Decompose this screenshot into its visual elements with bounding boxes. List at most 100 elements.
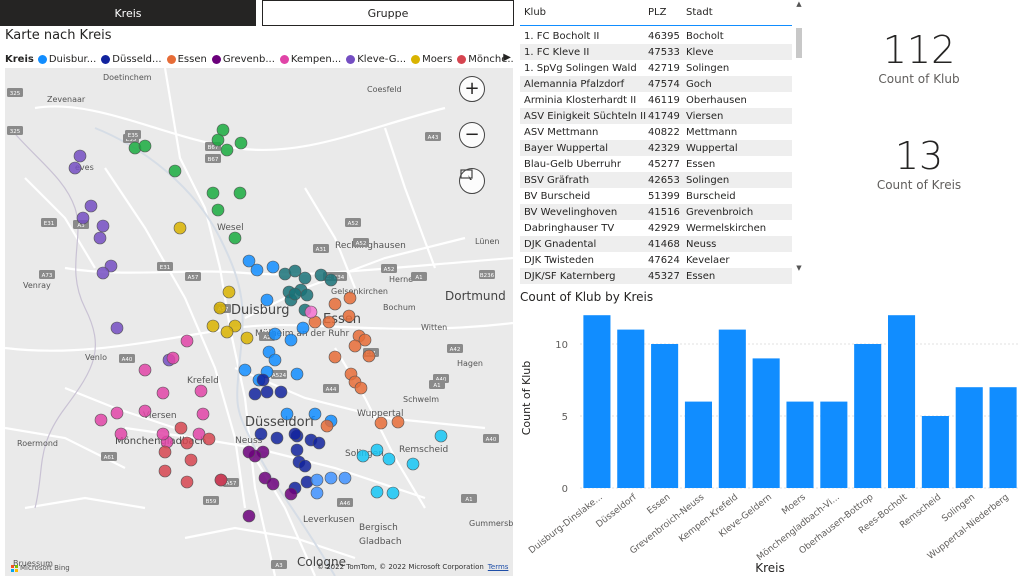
column-header-stadt[interactable]: Stadt — [686, 7, 713, 18]
table-row[interactable]: Alemannia Pfalzdorf 47574 Goch — [520, 76, 792, 92]
table-row[interactable]: ASV Einigkeit Süchteln II 41749 Viersen — [520, 108, 792, 124]
table-row[interactable]: DJK/SF Katernberg 45327 Essen — [520, 268, 792, 284]
club-table[interactable]: Klub PLZ Stadt 1. FC Bocholt II 46395 Boch… — [520, 0, 804, 284]
road-shield-label: A42 — [450, 347, 461, 353]
table-row[interactable]: 1. SpVg Solingen Wald 42719 Solingen — [520, 60, 792, 76]
bar[interactable] — [921, 416, 949, 488]
terms-link[interactable]: Terms — [487, 563, 509, 571]
table-row[interactable]: 1. FC Bocholt II 46395 Bocholt — [520, 28, 792, 44]
road-shield-label: E31 — [44, 221, 54, 227]
bar[interactable] — [989, 387, 1017, 488]
scroll-up-icon[interactable]: ▲ — [796, 0, 802, 8]
club-marker — [114, 427, 128, 441]
map-place-label: Mönchengladbach — [115, 436, 206, 447]
card-label: Count of Klub — [878, 72, 960, 86]
table-cell: Neuss — [686, 238, 717, 250]
bar[interactable] — [583, 315, 611, 488]
legend-item[interactable]: Moers — [411, 54, 452, 65]
bing-logo: Microsoft Bing — [11, 564, 70, 572]
map-road — [304, 187, 357, 289]
legend-item[interactable]: Kleve-G... — [346, 54, 406, 65]
club-marker — [354, 381, 368, 395]
table-row[interactable]: BV Burscheid 51399 Burscheid — [520, 188, 792, 204]
table-row[interactable]: Arminia Klosterhardt II 46119 Oberhausen — [520, 92, 792, 108]
road-shield-icon — [447, 344, 463, 353]
map-place-label: eves — [75, 163, 94, 172]
legend-dot-icon — [346, 54, 356, 64]
table-row[interactable]: Bayer Wuppertal 42329 Wuppertal — [520, 140, 792, 156]
card-value: 112 — [882, 28, 956, 72]
legend-item[interactable]: Duisbur... — [37, 53, 97, 65]
table-cell: Wuppertal — [686, 142, 738, 154]
y-tick-label: 5 — [562, 412, 568, 423]
bar[interactable] — [820, 401, 848, 488]
tab-bar: Kreis Gruppe — [0, 0, 514, 28]
bar[interactable] — [617, 329, 645, 488]
map-canvas[interactable]: Doetinchem Zevenaar Coesfeld Wesel Recklingh… — [5, 68, 513, 576]
bar[interactable] — [955, 387, 983, 488]
tab-kreis[interactable]: Kreis — [0, 0, 256, 26]
map-place-label: Leverkusen — [303, 515, 355, 525]
table-cell: 42719 — [648, 62, 680, 74]
map-road — [163, 68, 277, 576]
column-header-plz[interactable]: PLZ — [648, 7, 667, 18]
table-row[interactable]: Dabringhauser TV 42929 Wermelskirchen — [520, 220, 792, 236]
legend-item[interactable]: Mönche... — [457, 54, 513, 65]
scroll-down-icon[interactable]: ▼ — [796, 264, 802, 272]
map-place-label: Krefeld — [187, 376, 219, 386]
club-marker — [242, 509, 256, 523]
table-cell: Viersen — [686, 110, 724, 122]
map-place-label: Doetinchem — [103, 73, 152, 82]
club-marker — [158, 445, 172, 459]
club-marker — [94, 413, 108, 427]
club-marker — [348, 339, 362, 353]
road-shield-label: E34 — [334, 275, 345, 281]
club-marker — [314, 268, 328, 282]
table-row[interactable]: Blau-Gelb Überruhr 45277 Essen — [520, 156, 792, 172]
bar[interactable] — [752, 358, 780, 488]
club-marker — [220, 143, 234, 157]
map-place-label: Dortmund — [445, 289, 506, 303]
club-marker — [173, 221, 187, 235]
club-marker — [138, 139, 152, 153]
bar[interactable] — [718, 329, 746, 488]
column-header-klub[interactable]: Klub — [524, 7, 547, 18]
club-marker — [296, 321, 310, 335]
zoom-in-button[interactable]: + — [459, 76, 485, 102]
legend-item[interactable]: Grevenb... — [211, 54, 275, 65]
club-marker — [84, 199, 98, 213]
legend-label: Duisbur... — [48, 53, 97, 65]
legend-item[interactable]: Kempen... — [279, 54, 341, 65]
select-area-button[interactable] — [459, 168, 485, 194]
legend-next-icon[interactable]: ▶ — [503, 52, 511, 63]
table-row[interactable]: 1. FC Kleve II 47533 Kleve — [520, 44, 792, 60]
table-row[interactable]: DJK Gnadental 41468 Neuss — [520, 236, 792, 252]
map-place-label: Viersen — [143, 411, 177, 421]
table-row[interactable]: BSV Gräfrath 42653 Solingen — [520, 172, 792, 188]
bar[interactable] — [786, 401, 814, 488]
legend-label: Moers — [422, 53, 453, 65]
bar[interactable] — [854, 344, 882, 488]
bar[interactable] — [888, 315, 916, 488]
table-row[interactable]: DJK Twisteden 47624 Kevelaer — [520, 252, 792, 268]
table-row[interactable]: BV Wevelinghoven 41516 Grevenbroich — [520, 204, 792, 220]
club-marker — [308, 407, 322, 421]
table-cell: 46119 — [648, 94, 680, 106]
map-road — [5, 426, 126, 469]
legend-item[interactable]: Düsseld... — [101, 54, 162, 65]
legend-item[interactable]: Essen — [166, 54, 207, 65]
table-scrollbar[interactable]: ▲ ▼ — [794, 0, 804, 276]
scrollbar-thumb[interactable] — [796, 28, 802, 58]
club-marker — [240, 331, 254, 345]
plus-icon: + — [464, 78, 480, 99]
bar[interactable] — [684, 401, 712, 488]
zoom-out-button[interactable]: − — [459, 122, 485, 148]
club-marker — [370, 443, 384, 457]
tab-gruppe[interactable]: Gruppe — [262, 0, 514, 26]
table-row[interactable]: ASV Mettmann 40822 Mettmann — [520, 124, 792, 140]
club-marker — [96, 266, 110, 280]
bar[interactable] — [651, 344, 679, 488]
map-visual[interactable]: Doetinchem Zevenaar Coesfeld Wesel Recklingh… — [5, 68, 513, 576]
map-legend: Kreis Duisbur... Düsseld... Essen Grevenb..… — [5, 52, 513, 66]
